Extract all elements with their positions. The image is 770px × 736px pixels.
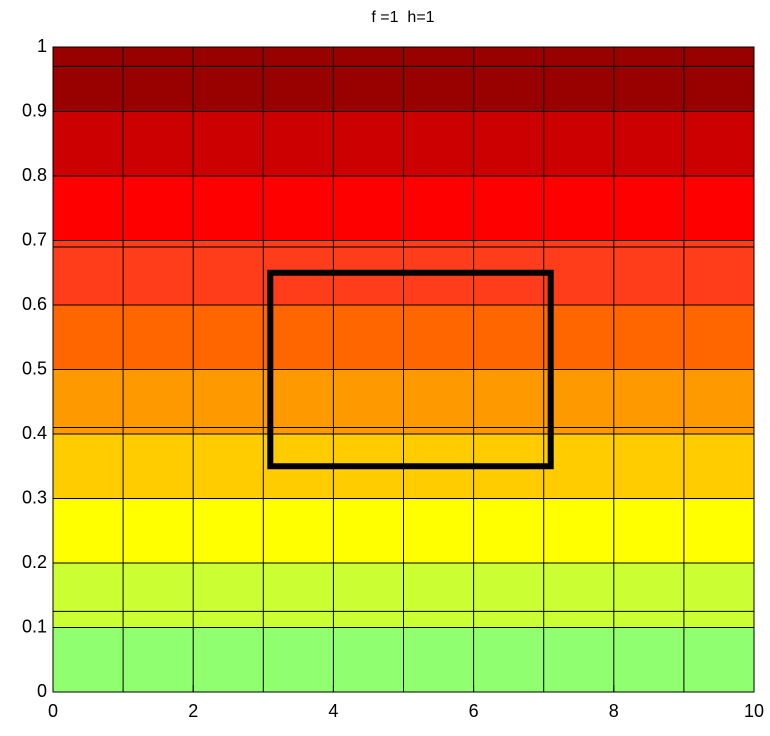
x-tick-label: 4 — [328, 701, 338, 721]
y-tick-label: 0.9 — [22, 100, 47, 120]
highlight-rectangle — [267, 269, 554, 470]
x-tick-label: 10 — [744, 701, 764, 721]
y-tick-label: 0.8 — [22, 165, 47, 185]
x-tick-label: 8 — [609, 701, 619, 721]
y-tick-label: 0.4 — [22, 423, 47, 443]
x-tick-label: 0 — [48, 701, 58, 721]
y-tick-label: 0.3 — [22, 487, 47, 507]
y-tick-label: 0.1 — [22, 616, 47, 636]
y-tick-label: 0 — [37, 681, 47, 701]
x-tick-label: 6 — [469, 701, 479, 721]
y-tick-label: 1 — [37, 36, 47, 56]
x-tick-label: 2 — [188, 701, 198, 721]
y-tick-label: 0.5 — [22, 358, 47, 378]
y-tick-label: 0.6 — [22, 294, 47, 314]
chart-title: f =1 h=1 — [371, 9, 434, 26]
y-tick-label: 0.7 — [22, 229, 47, 249]
y-tick-label: 0.2 — [22, 552, 47, 572]
